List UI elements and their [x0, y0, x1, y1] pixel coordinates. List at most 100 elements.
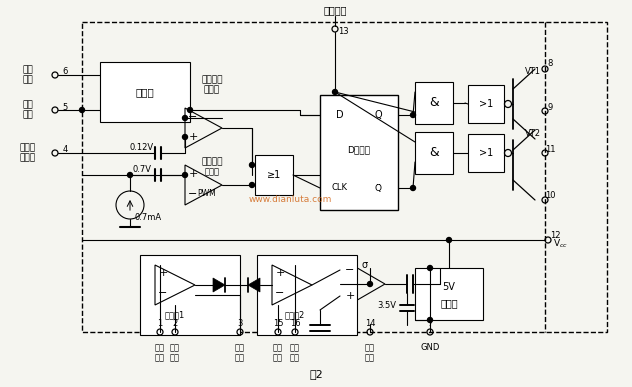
- Text: 图2: 图2: [309, 369, 323, 379]
- Text: 同相: 同相: [290, 344, 300, 353]
- Text: 比较器: 比较器: [205, 168, 219, 176]
- Text: σ: σ: [362, 260, 368, 270]
- Text: 5V: 5V: [442, 282, 456, 292]
- Circle shape: [250, 163, 255, 168]
- Text: Q: Q: [374, 110, 382, 120]
- Circle shape: [183, 173, 188, 178]
- Text: 9: 9: [547, 103, 552, 111]
- Text: 输出: 输出: [365, 353, 375, 363]
- Circle shape: [188, 108, 193, 113]
- Text: 3: 3: [237, 320, 243, 329]
- Text: 14: 14: [365, 320, 375, 329]
- Text: +: +: [345, 291, 355, 301]
- Text: 15: 15: [273, 320, 283, 329]
- Text: −: −: [188, 112, 198, 122]
- Text: −: −: [345, 265, 355, 275]
- Circle shape: [128, 173, 133, 178]
- Text: 脉宽调制: 脉宽调制: [201, 158, 222, 166]
- Circle shape: [80, 108, 85, 113]
- Text: www.dianluta.com: www.dianluta.com: [248, 195, 332, 204]
- Text: &: &: [429, 147, 439, 159]
- Text: 反相: 反相: [170, 344, 180, 353]
- Text: 输出控制: 输出控制: [323, 5, 347, 15]
- Text: 定时: 定时: [23, 65, 33, 75]
- Text: 12: 12: [550, 231, 560, 240]
- Circle shape: [427, 317, 432, 322]
- Bar: [255, 155, 293, 195]
- Text: 4: 4: [63, 146, 68, 154]
- Text: 输入: 输入: [273, 353, 283, 363]
- Text: ≥1: ≥1: [267, 170, 281, 180]
- Bar: [140, 255, 240, 335]
- Bar: [100, 62, 190, 122]
- Text: 2: 2: [173, 320, 178, 329]
- Circle shape: [183, 135, 188, 139]
- Text: −: −: [158, 288, 167, 298]
- Text: Q̄: Q̄: [375, 183, 382, 192]
- Text: +: +: [276, 268, 284, 278]
- Text: 比较器1: 比较器1: [165, 310, 185, 320]
- Text: 反相: 反相: [273, 344, 283, 353]
- Circle shape: [183, 115, 188, 120]
- Text: 比较器: 比较器: [204, 86, 220, 94]
- Text: 0.7V: 0.7V: [133, 166, 152, 175]
- Text: 8: 8: [547, 60, 553, 68]
- Bar: [257, 255, 357, 335]
- Circle shape: [332, 89, 337, 94]
- Circle shape: [427, 265, 432, 271]
- Text: 基准源: 基准源: [440, 298, 458, 308]
- Circle shape: [250, 183, 255, 187]
- Text: 0.7mA: 0.7mA: [135, 214, 162, 223]
- Text: CLK: CLK: [332, 183, 348, 192]
- Text: 11: 11: [545, 144, 556, 154]
- Text: >1: >1: [479, 148, 493, 158]
- Text: 5: 5: [63, 103, 68, 111]
- Text: 1: 1: [157, 320, 162, 329]
- Text: D: D: [336, 110, 344, 120]
- Circle shape: [446, 238, 451, 243]
- Text: 振荡器: 振荡器: [136, 87, 154, 97]
- Bar: [468, 85, 504, 123]
- Text: 死区时间: 死区时间: [201, 75, 222, 84]
- Text: 反馈: 反馈: [235, 344, 245, 353]
- Bar: [415, 132, 453, 174]
- Text: +: +: [188, 169, 198, 179]
- Text: 16: 16: [289, 320, 300, 329]
- Text: 10: 10: [545, 192, 556, 200]
- Bar: [415, 268, 483, 320]
- Text: 比较器2: 比较器2: [285, 310, 305, 320]
- Text: +: +: [188, 132, 198, 142]
- Text: &: &: [429, 96, 439, 110]
- Text: 基准: 基准: [365, 344, 375, 353]
- Text: 13: 13: [337, 27, 348, 36]
- Text: PWM: PWM: [198, 190, 216, 199]
- Text: −: −: [188, 189, 198, 199]
- Text: 电阻: 电阻: [23, 75, 33, 84]
- Text: −: −: [276, 288, 284, 298]
- Text: VT2: VT2: [525, 128, 541, 137]
- Text: 输入: 输入: [155, 353, 165, 363]
- Text: 输入: 输入: [170, 353, 180, 363]
- Text: V$_{cc}$: V$_{cc}$: [554, 238, 569, 250]
- Circle shape: [411, 113, 415, 118]
- Text: D触发器: D触发器: [348, 146, 370, 154]
- Text: VT1: VT1: [525, 67, 541, 77]
- Circle shape: [411, 185, 415, 190]
- Bar: [320, 95, 398, 210]
- Text: 间控制: 间控制: [20, 154, 36, 163]
- Polygon shape: [213, 278, 225, 292]
- Text: 死区时: 死区时: [20, 144, 36, 152]
- Text: 7: 7: [427, 320, 433, 329]
- Circle shape: [367, 281, 372, 286]
- Text: 输入: 输入: [290, 353, 300, 363]
- Text: >1: >1: [479, 99, 493, 109]
- Text: 6: 6: [63, 67, 68, 77]
- Polygon shape: [248, 278, 260, 292]
- Text: 定时: 定时: [23, 101, 33, 110]
- Bar: [468, 134, 504, 172]
- Text: GND: GND: [420, 344, 440, 353]
- Text: 输入: 输入: [235, 353, 245, 363]
- Text: 同相: 同相: [155, 344, 165, 353]
- Bar: [415, 82, 453, 124]
- Text: 0.12V: 0.12V: [130, 144, 154, 152]
